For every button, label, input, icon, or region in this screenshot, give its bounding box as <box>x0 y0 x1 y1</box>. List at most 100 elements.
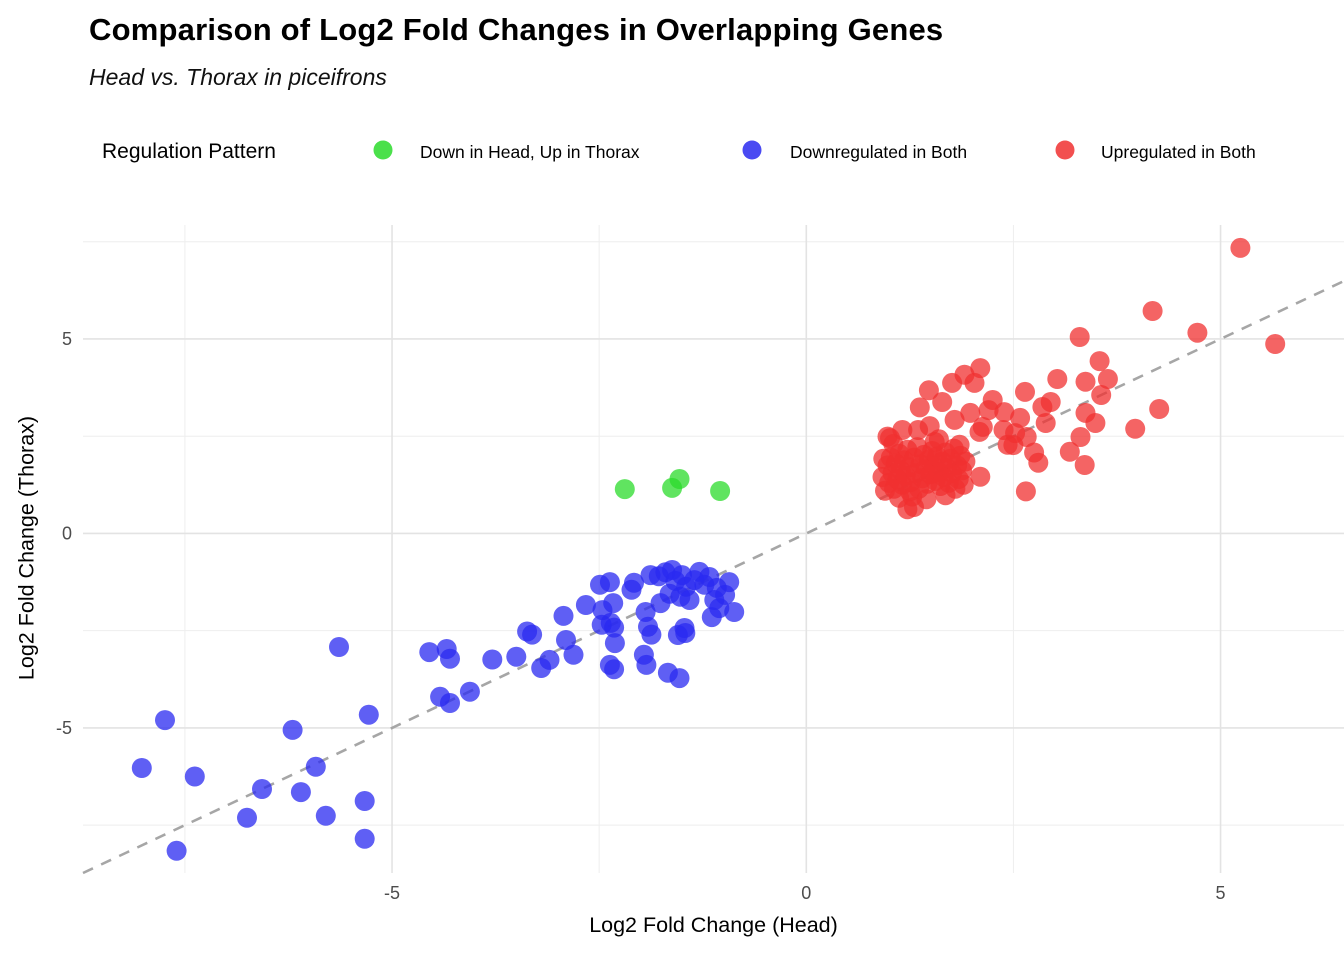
data-point-series-1 <box>675 623 696 643</box>
data-point-series-1 <box>679 590 700 610</box>
data-point-series-2 <box>970 466 991 487</box>
data-point-series-1 <box>641 624 662 645</box>
data-point-series-1 <box>604 633 625 654</box>
data-point-series-1 <box>166 840 187 861</box>
data-point-series-2 <box>1074 455 1095 475</box>
legend-dot-green-icon <box>373 140 393 160</box>
data-point-series-2 <box>964 372 985 393</box>
x-tick-label: 0 <box>801 883 811 903</box>
data-point-series-1 <box>358 704 379 725</box>
data-point-series-1 <box>354 791 375 811</box>
legend-title: Regulation Pattern <box>102 140 276 163</box>
data-point-series-1 <box>575 595 596 615</box>
data-point-series-1 <box>724 602 745 622</box>
x-tick-label: 5 <box>1216 883 1226 903</box>
data-point-series-2 <box>1091 385 1112 405</box>
data-point-series-2 <box>944 409 965 430</box>
legend: Regulation Pattern Down in Head, Up in T… <box>0 136 1344 170</box>
legend-dot-red <box>1055 140 1075 160</box>
data-point-series-0 <box>710 481 731 501</box>
data-point-series-2 <box>1097 369 1118 389</box>
data-point-series-2 <box>909 397 930 418</box>
legend-dot-blue-icon <box>742 140 762 160</box>
data-point-series-1 <box>556 630 576 650</box>
data-point-series-2 <box>873 448 894 469</box>
data-point-series-2 <box>1035 413 1056 433</box>
data-point-series-1 <box>522 624 543 645</box>
data-point-series-1 <box>635 602 656 622</box>
data-point-series-2 <box>1032 397 1053 417</box>
data-point-series-2 <box>883 434 904 454</box>
y-tick-label: -5 <box>56 718 72 738</box>
data-point-series-1 <box>440 693 460 713</box>
x-tick-label: -5 <box>384 883 400 903</box>
legend-label-down-both: Downregulated in Both <box>790 142 968 162</box>
data-point-series-1 <box>282 719 303 740</box>
data-point-series-2 <box>1075 371 1096 392</box>
data-point-series-0 <box>614 479 635 500</box>
data-point-series-1 <box>719 572 740 593</box>
legend-label-up-both: Upregulated in Both <box>1101 142 1256 162</box>
data-point-series-2 <box>1265 334 1286 354</box>
data-point-series-1 <box>604 617 625 638</box>
data-point-series-2 <box>942 372 963 393</box>
data-point-series-1 <box>563 644 584 665</box>
data-point-series-1 <box>624 572 644 593</box>
data-point-series-1 <box>506 646 527 667</box>
data-point-series-2 <box>1085 413 1106 433</box>
data-point-series-2 <box>978 400 999 421</box>
data-point-series-2 <box>1125 418 1146 439</box>
data-point-series-2 <box>1089 351 1110 372</box>
data-point-series-1 <box>131 758 152 778</box>
data-point-series-2 <box>955 451 976 472</box>
data-point-series-2 <box>1187 322 1208 343</box>
data-point-series-0 <box>669 469 690 489</box>
legend-dot-green <box>373 140 393 160</box>
data-point-series-2 <box>949 434 970 455</box>
data-point-series-2 <box>994 402 1015 423</box>
y-tick-label: 5 <box>62 329 72 349</box>
data-point-series-2 <box>918 380 939 401</box>
data-point-series-1 <box>305 756 326 777</box>
data-point-series-1 <box>252 779 272 799</box>
chart-subtitle: Head vs. Thorax in piceifrons <box>89 64 387 90</box>
data-point-series-1 <box>459 681 480 702</box>
data-point-series-1 <box>604 659 625 680</box>
legend-dot-blue <box>742 140 762 160</box>
legend-dot-red-icon <box>1055 140 1075 160</box>
data-point-series-2 <box>1003 435 1024 456</box>
data-point-series-2 <box>935 485 956 506</box>
data-point-series-2 <box>1149 399 1170 419</box>
data-point-series-2 <box>916 489 937 510</box>
data-point-series-2 <box>1059 441 1080 462</box>
data-point-series-1 <box>539 649 560 670</box>
data-point-series-2 <box>1028 452 1049 473</box>
data-point-series-1 <box>315 805 336 826</box>
data-point-series-2 <box>1010 407 1031 428</box>
identity-line <box>82 279 1344 875</box>
data-point-series-2 <box>1142 301 1163 321</box>
legend-label-down-up: Down in Head, Up in Thorax <box>420 142 640 162</box>
data-point-series-2 <box>928 429 949 450</box>
data-point-series-1 <box>329 637 349 657</box>
data-point-series-1 <box>599 572 620 593</box>
data-point-series-2 <box>897 499 918 520</box>
data-point-series-2 <box>969 421 990 442</box>
data-point-series-1 <box>237 807 257 828</box>
data-point-series-1 <box>669 668 690 689</box>
data-point-series-2 <box>1015 381 1035 402</box>
y-axis-title: Log2 Fold Change (Thorax) <box>14 415 39 681</box>
data-point-series-1 <box>553 605 574 626</box>
data-point-series-1 <box>155 710 175 731</box>
data-point-series-2 <box>1015 481 1036 502</box>
data-point-series-2 <box>1069 327 1090 347</box>
data-point-series-1 <box>419 642 440 663</box>
data-point-series-2 <box>1230 237 1251 258</box>
data-point-series-2 <box>960 402 981 423</box>
x-axis-title: Log2 Fold Change (Head) <box>589 913 838 937</box>
data-point-series-1 <box>440 648 460 669</box>
data-point-series-1 <box>603 593 624 614</box>
